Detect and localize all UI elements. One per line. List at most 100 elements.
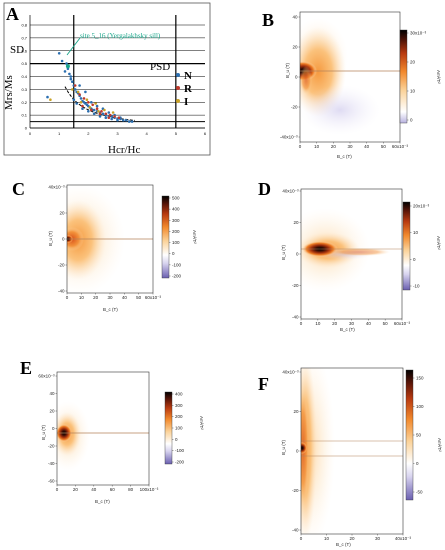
data-point-n <box>104 116 108 119</box>
legend-i-label: I <box>184 96 188 108</box>
colorbar-tick-label: 0 <box>175 437 178 442</box>
tick-label-x: 50 <box>383 321 389 326</box>
data-point-r <box>90 108 93 112</box>
plot-d-ticks: 0 10 20 30 40 50 60x10⁻³ 40x10⁻³ 20 0 -20 -40 <box>282 189 410 327</box>
data-point-n <box>92 112 96 116</box>
axis-label-f-x: B_c (T) <box>336 542 351 547</box>
colorbar-tick-label: -50 <box>416 490 423 495</box>
tick-label-x: 0 <box>300 321 303 326</box>
data-point-r <box>87 101 90 104</box>
tick-label-y: -40 <box>58 289 65 294</box>
axis-label-d-y: B_u (T) <box>281 244 286 260</box>
tick-label-y: 20 <box>293 409 299 414</box>
data-point-n <box>101 112 105 116</box>
tick-label-y: 40x10⁻³ <box>282 370 299 375</box>
tick-label-a-y: 0.2 <box>21 100 27 105</box>
plot-c-ticks: 0 10 20 30 40 50 60x10⁻³ 40x10⁻³ 20 0 -20 -40 <box>48 185 161 301</box>
data-point-i <box>97 110 100 113</box>
tick-label-a-x: 4 <box>146 131 149 136</box>
data-point-i <box>94 102 97 105</box>
tick-label-x: 20 <box>331 144 337 149</box>
label-sd: SD <box>10 44 24 56</box>
data-point-n <box>95 104 99 108</box>
data-point-n <box>79 97 83 100</box>
colorbar-tick-label: 100 <box>172 240 180 245</box>
tick-label-y: 20 <box>59 211 65 216</box>
tick-label-x: 30 <box>375 536 381 541</box>
data-point-n <box>66 67 70 71</box>
colorbar-tick-label: -10 <box>413 284 420 289</box>
panel-a-points <box>46 52 134 123</box>
tick-label-x: 20 <box>332 321 338 326</box>
panel-a-grid <box>29 15 205 129</box>
colorbar-tick-label: 100 <box>175 426 183 431</box>
tick-label-x: 30 <box>347 144 353 149</box>
tick-label-y: 0 <box>296 252 299 257</box>
colorbar-e-label: Am²/T² <box>199 416 204 430</box>
colorbar-tick-label: 200 <box>175 414 183 419</box>
data-point-i <box>85 98 89 101</box>
tick-label-x: 40 <box>122 295 128 300</box>
colorbar-tick-label: 300 <box>175 403 183 408</box>
panel-letter-f: F <box>258 374 269 394</box>
tick-label-y: -40 <box>292 528 299 533</box>
tick-label-y: -60 <box>48 479 55 484</box>
tick-label-y: 60x10⁻³ <box>38 374 55 379</box>
data-point-i <box>88 106 92 109</box>
colorbar-d <box>402 201 411 291</box>
data-point-r <box>91 103 94 107</box>
tick-label-x: 40 <box>91 487 97 492</box>
data-point-n <box>81 107 84 110</box>
tick-label-x: 100x10⁻³ <box>140 487 159 492</box>
tick-label-a-x: 0 <box>29 131 32 136</box>
data-point-n <box>84 90 87 94</box>
tick-label-a-y: 0.6 <box>21 48 27 53</box>
tick-label-y: 0 <box>52 426 55 431</box>
data-point-n <box>60 59 64 63</box>
tick-label-x: 40 <box>366 321 372 326</box>
tick-label-x: 0 <box>299 144 302 149</box>
data-point-n <box>63 70 67 73</box>
data-point-n <box>69 75 73 78</box>
tick-label-a-y: 0 <box>25 126 28 131</box>
data-point-r <box>100 110 103 113</box>
tick-label-y: -40 <box>292 315 299 320</box>
axis-label-c-x: B_c (T) <box>103 307 118 312</box>
data-point-n <box>75 102 78 105</box>
tick-label-x: 20 <box>93 295 99 300</box>
data-point-n <box>78 84 81 87</box>
data-point-n <box>73 88 77 91</box>
tick-label-x: 10 <box>315 321 321 326</box>
data-point-i <box>103 108 106 112</box>
data-point-n <box>65 62 68 65</box>
tick-label-x: 10 <box>79 295 85 300</box>
axis-label-b-y: B_u (T) <box>285 62 290 78</box>
axis-label-a-x: Hcr/Hc <box>108 144 140 156</box>
tick-label-x: 0 <box>56 487 59 492</box>
data-point-i <box>79 101 83 104</box>
panel-letter-d: D <box>258 179 271 199</box>
colorbar-tick-label: 20x10⁻³ <box>413 204 430 209</box>
tick-label-x: 50 <box>381 144 387 149</box>
colorbar-b-label: Am²/T² <box>436 70 441 84</box>
tick-label-y: -20 <box>291 105 298 110</box>
plot-e-ticks: 0 20 40 60 80 100x10⁻³ 60x10⁻³ 40 20 0 -20 -40 -60 <box>38 374 158 493</box>
tick-label-x: 50 <box>136 295 142 300</box>
data-point-n <box>87 110 90 113</box>
panel-f: F 0 10 20 30 40x10⁻³ 40x10⁻³ 20 0 -20 -40 150 100 5… <box>258 367 442 547</box>
tick-label-x: 20 <box>349 536 355 541</box>
axis-label-e-y: B_u (T) <box>41 424 46 440</box>
tick-label-a-y: 0.8 <box>21 23 27 28</box>
tick-label-a-x: 2 <box>87 131 90 136</box>
panel-b: B 0 10 20 30 40 50 60x10⁻³ 40 20 0 -20 -40x10⁻³ 30x… <box>262 10 441 159</box>
legend-i-marker <box>176 99 180 103</box>
data-point-i <box>111 111 115 114</box>
tick-label-y: -20 <box>292 283 299 288</box>
axis-label-d-x: B_c (T) <box>340 327 355 332</box>
data-point-n <box>68 72 71 76</box>
tick-label-y: 20 <box>49 409 55 414</box>
data-point-i <box>76 90 80 94</box>
colorbar-tick-label: 400 <box>175 392 183 397</box>
axis-label-c-y: B_u (T) <box>48 230 53 246</box>
